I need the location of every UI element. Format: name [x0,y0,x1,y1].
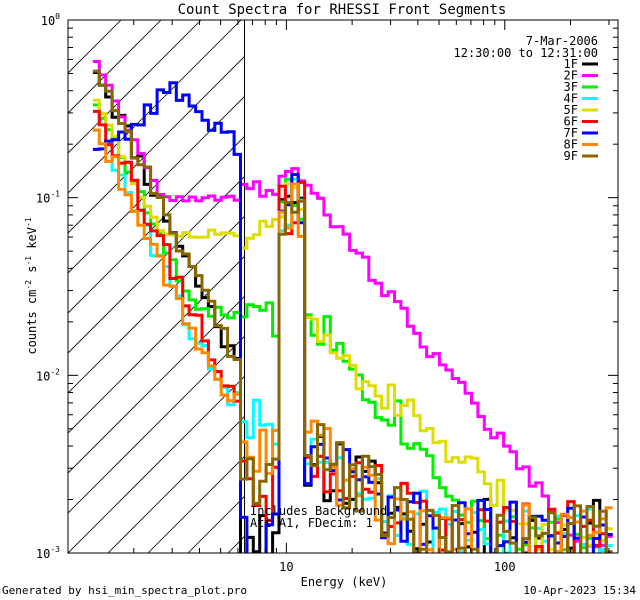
chart-title: Count Spectra for RHESSI Front Segments [178,2,507,18]
hatch-line [68,20,242,194]
legend-label-5F: 5F [564,103,578,117]
hatch-line [68,335,245,514]
legend-label-9F: 9F [564,149,578,163]
series-line-8F [92,128,613,553]
series-line-9F [92,69,613,553]
plot-frame [67,19,619,554]
axes: 10 100 10-3 10-2 10-1 100 [36,12,618,574]
annotation-background: Includes Background [250,504,387,518]
x-tick-label: 100 [494,560,516,574]
hatch-line [68,135,245,314]
x-tick-label: 10 [279,560,293,574]
legend-label-6F: 6F [564,115,578,129]
y-tick-label: 10-2 [36,367,60,383]
legend-label-7F: 7F [564,126,578,140]
hatched-region [68,0,640,553]
legend-label-8F: 8F [564,138,578,152]
series-line-5F [92,98,613,553]
hatch-line [68,20,122,74]
hatch-line [428,0,640,553]
y-tick-label: 100 [41,12,60,28]
annotation-attenuator: Att A1, FDecim: 1 [250,516,373,530]
hatch-line [68,20,202,154]
hatch-line [348,0,640,553]
y-tick-label: 10-1 [36,190,60,206]
legend-label-2F: 2F [564,69,578,83]
footer-generator: Generated by hsi_min_spectra_plot.pro [2,584,247,597]
x-axis-label: Energy (keV) [301,575,388,589]
legend-label-1F: 1F [564,57,578,71]
series-line-7F [92,81,613,553]
footer-timestamp: 10-Apr-2023 15:34 [523,584,636,597]
legend-date: 7-Mar-2006 [526,34,598,48]
series-layer [92,60,613,553]
hatch-line [68,175,245,354]
hatch-line [107,415,245,553]
hatch-line [308,0,640,553]
hatch-line [68,375,245,553]
hatch-line [68,55,245,234]
hatch-line [628,0,640,553]
hatch-line [588,0,640,553]
y-tick-label: 10-3 [36,545,60,561]
y-axis-label: counts cm-2 s-1 keV-1 [24,217,39,354]
hatch-line [548,0,640,553]
hatch-line [388,0,640,553]
hatch-line [68,255,245,434]
legend-label-3F: 3F [564,80,578,94]
hatch-line [68,295,245,474]
series-line-2F [92,60,613,549]
series-line-3F [92,103,608,553]
legend-label-4F: 4F [564,92,578,106]
legend-time-range: 12:30:00 to 12:31:00 [454,46,599,60]
hatch-line [68,215,245,394]
series-line-1F [92,71,602,553]
hatch-line [68,20,162,114]
hatch-line [468,0,640,553]
